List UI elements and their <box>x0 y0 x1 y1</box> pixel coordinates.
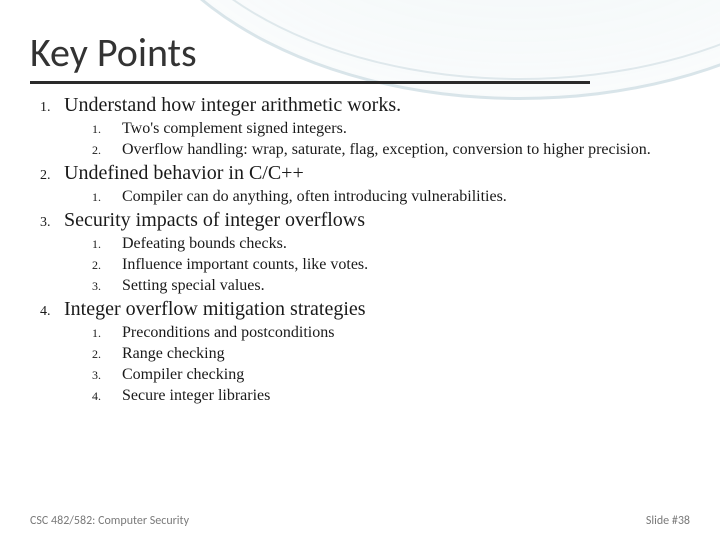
sub-text: Overflow handling: wrap, saturate, flag,… <box>122 140 651 160</box>
sub-list: 1. Two's complement signed integers. 2. … <box>36 119 690 160</box>
sub-number: 1. <box>92 237 122 252</box>
sub-number: 1. <box>92 122 122 137</box>
slide-footer: CSC 482/582: Computer Security Slide #38 <box>30 514 690 528</box>
sub-item: 1. Defeating bounds checks. <box>92 234 690 254</box>
sub-number: 1. <box>92 326 122 341</box>
sub-list: 1. Defeating bounds checks. 2. Influence… <box>36 234 690 296</box>
item-number: 3. <box>36 215 64 231</box>
sub-number: 4. <box>92 389 122 404</box>
sub-text: Compiler checking <box>122 365 244 385</box>
content-list: 1. Understand how integer arithmetic wor… <box>30 94 690 406</box>
sub-number: 3. <box>92 279 122 294</box>
slide-container: Key Points 1. Understand how integer ari… <box>0 0 720 540</box>
sub-item: 4. Secure integer libraries <box>92 386 690 406</box>
sub-text: Setting special values. <box>122 276 265 296</box>
sub-item: 2. Influence important counts, like vote… <box>92 255 690 275</box>
footer-left: CSC 482/582: Computer Security <box>30 514 189 528</box>
sub-list: 1. Compiler can do anything, often intro… <box>36 187 690 207</box>
sub-item: 2. Range checking <box>92 344 690 364</box>
sub-text: Secure integer libraries <box>122 386 270 406</box>
slide-title: Key Points <box>30 28 690 77</box>
footer-right: Slide #38 <box>646 514 690 528</box>
item-number: 2. <box>36 168 64 184</box>
sub-number: 2. <box>92 347 122 362</box>
item-text: Security impacts of integer overflows <box>64 209 365 232</box>
item-number: 4. <box>36 304 64 320</box>
list-item: 4. Integer overflow mitigation strategie… <box>36 298 690 406</box>
list-item: 1. Understand how integer arithmetic wor… <box>36 94 690 160</box>
sub-item: 1. Compiler can do anything, often intro… <box>92 187 690 207</box>
sub-text: Compiler can do anything, often introduc… <box>122 187 507 207</box>
sub-item: 1. Two's complement signed integers. <box>92 119 690 139</box>
sub-text: Preconditions and postconditions <box>122 323 334 343</box>
title-underline <box>30 81 590 84</box>
item-text: Understand how integer arithmetic works. <box>64 94 401 117</box>
sub-item: 1. Preconditions and postconditions <box>92 323 690 343</box>
sub-number: 3. <box>92 368 122 383</box>
item-number: 1. <box>36 100 64 116</box>
list-item: 2. Undefined behavior in C/C++ 1. Compil… <box>36 162 690 207</box>
sub-text: Defeating bounds checks. <box>122 234 287 254</box>
sub-text: Influence important counts, like votes. <box>122 255 368 275</box>
sub-item: 3. Compiler checking <box>92 365 690 385</box>
sub-item: 2. Overflow handling: wrap, saturate, fl… <box>92 140 690 160</box>
sub-item: 3. Setting special values. <box>92 276 690 296</box>
sub-list: 1. Preconditions and postconditions 2. R… <box>36 323 690 406</box>
sub-text: Range checking <box>122 344 225 364</box>
item-text: Undefined behavior in C/C++ <box>64 162 304 185</box>
list-item: 3. Security impacts of integer overflows… <box>36 209 690 296</box>
sub-number: 2. <box>92 143 122 158</box>
item-text: Integer overflow mitigation strategies <box>64 298 366 321</box>
sub-number: 2. <box>92 258 122 273</box>
sub-text: Two's complement signed integers. <box>122 119 347 139</box>
sub-number: 1. <box>92 190 122 205</box>
